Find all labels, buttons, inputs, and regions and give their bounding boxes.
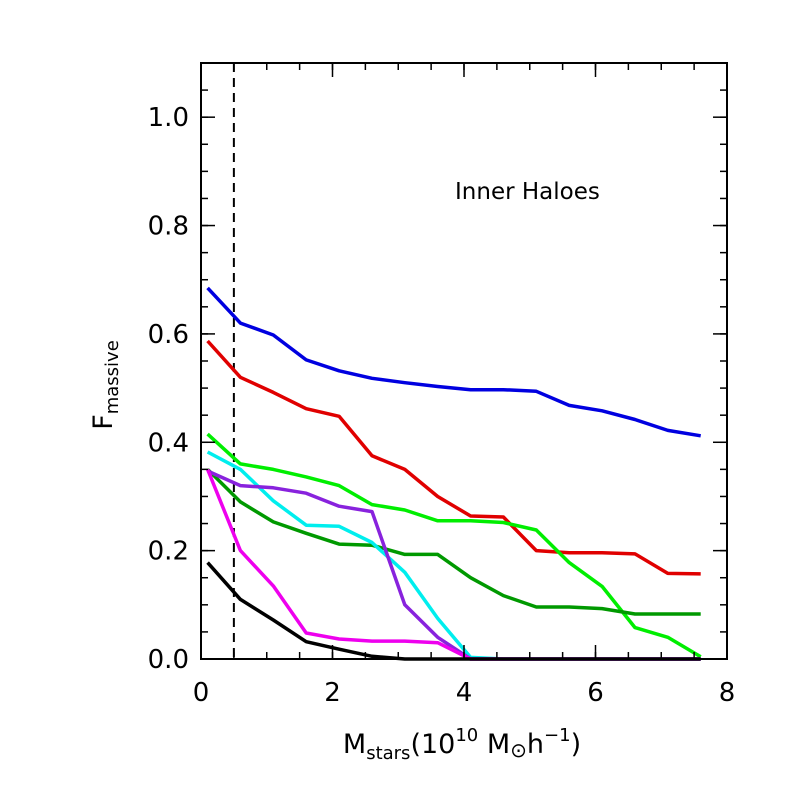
x-label-sun: ⊙	[510, 738, 527, 762]
y-tick-label: 1.0	[148, 103, 189, 133]
series-line-dark-green	[206, 468, 701, 616]
y-axis-label: Fmassive	[88, 340, 123, 430]
y-tick-label: 0.2	[148, 537, 189, 567]
x-label-hsup: −1	[544, 725, 571, 746]
series-line-black	[206, 561, 701, 661]
x-label-h: h	[527, 729, 544, 760]
x-label-sub: stars	[366, 743, 410, 764]
plot-frame	[200, 62, 728, 660]
x-tick-label: 2	[324, 678, 341, 708]
series-layer	[205, 63, 702, 661]
series-line-green	[206, 432, 702, 659]
x-tick-label: 0	[193, 678, 210, 708]
x-label-sup: 10	[455, 725, 478, 746]
x-label-main: M	[343, 729, 366, 760]
ticks-layer: 0 2 4 6 8 0.0 0.2 0.4 0.6 0.8 1.0	[148, 62, 736, 708]
x-tick-label: 4	[456, 678, 473, 708]
x-tick-label: 8	[719, 678, 736, 708]
x-label-rest: (10	[410, 729, 455, 760]
y-tick-label: 0.8	[148, 212, 189, 242]
x-axis-label: Mstars(1010 M⊙h−1)	[343, 725, 581, 764]
y-tick-label: 0.4	[148, 428, 189, 458]
y-tick-label: 0.6	[148, 320, 189, 350]
x-label-unit: M	[478, 729, 510, 760]
y-label-sub: massive	[102, 340, 123, 414]
annotation-text: Inner Haloes	[455, 179, 600, 205]
series-line-cyan	[206, 450, 701, 661]
x-tick-label: 6	[587, 678, 604, 708]
series-line-blue	[206, 286, 701, 438]
x-label-close: )	[571, 729, 582, 760]
y-label-main: F	[88, 414, 119, 430]
series-line-red	[206, 339, 701, 576]
y-tick-label: 0.0	[148, 645, 189, 675]
